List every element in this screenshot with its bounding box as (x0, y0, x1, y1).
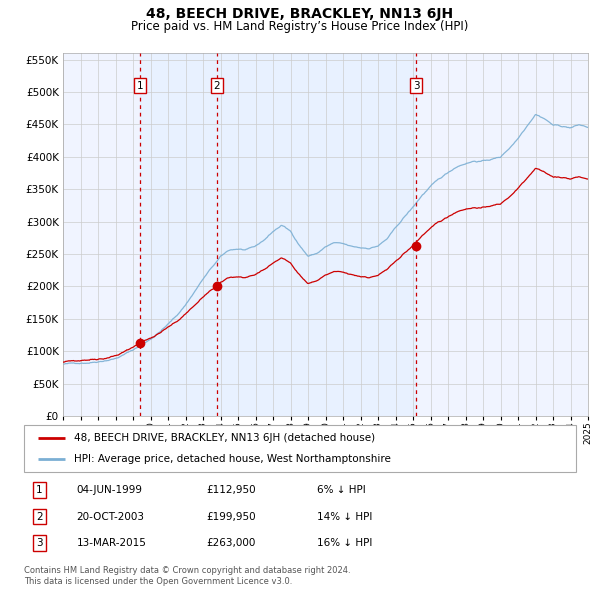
Text: 3: 3 (36, 538, 43, 548)
Text: HPI: Average price, detached house, West Northamptonshire: HPI: Average price, detached house, West… (74, 454, 391, 464)
Text: 6% ↓ HPI: 6% ↓ HPI (317, 485, 365, 495)
Text: Contains HM Land Registry data © Crown copyright and database right 2024.: Contains HM Land Registry data © Crown c… (24, 566, 350, 575)
Text: £199,950: £199,950 (206, 512, 256, 522)
Text: 48, BEECH DRIVE, BRACKLEY, NN13 6JH (detached house): 48, BEECH DRIVE, BRACKLEY, NN13 6JH (det… (74, 432, 375, 442)
Text: 13-MAR-2015: 13-MAR-2015 (76, 538, 146, 548)
Text: 04-JUN-1999: 04-JUN-1999 (76, 485, 142, 495)
Text: 16% ↓ HPI: 16% ↓ HPI (317, 538, 372, 548)
Text: This data is licensed under the Open Government Licence v3.0.: This data is licensed under the Open Gov… (24, 577, 292, 586)
Text: 48, BEECH DRIVE, BRACKLEY, NN13 6JH: 48, BEECH DRIVE, BRACKLEY, NN13 6JH (146, 7, 454, 21)
Text: £112,950: £112,950 (206, 485, 256, 495)
Bar (140, 53, 416, 416)
Text: 2: 2 (214, 81, 220, 91)
Text: Price paid vs. HM Land Registry’s House Price Index (HPI): Price paid vs. HM Land Registry’s House … (131, 20, 469, 33)
Text: 3: 3 (413, 81, 419, 91)
Text: 1: 1 (36, 485, 43, 495)
Text: 2: 2 (36, 512, 43, 522)
Text: £263,000: £263,000 (206, 538, 256, 548)
Text: 1: 1 (137, 81, 143, 91)
Text: 14% ↓ HPI: 14% ↓ HPI (317, 512, 372, 522)
Text: 20-OCT-2003: 20-OCT-2003 (76, 512, 145, 522)
FancyBboxPatch shape (24, 425, 576, 472)
